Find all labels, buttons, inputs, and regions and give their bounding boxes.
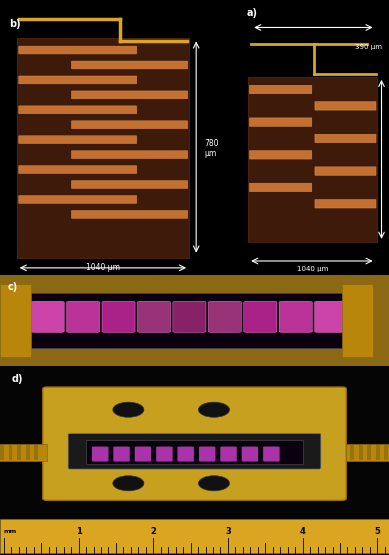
Text: 3: 3 xyxy=(225,527,231,536)
Bar xyxy=(248,77,377,242)
FancyBboxPatch shape xyxy=(19,136,137,144)
Bar xyxy=(350,445,354,460)
FancyBboxPatch shape xyxy=(315,167,376,175)
FancyBboxPatch shape xyxy=(92,447,108,461)
FancyBboxPatch shape xyxy=(249,150,312,159)
Text: 5: 5 xyxy=(374,527,380,536)
Circle shape xyxy=(113,402,144,417)
FancyBboxPatch shape xyxy=(135,447,151,461)
Circle shape xyxy=(198,402,230,417)
Circle shape xyxy=(198,476,230,491)
Text: 390 μm: 390 μm xyxy=(354,44,382,50)
FancyBboxPatch shape xyxy=(173,301,206,332)
FancyBboxPatch shape xyxy=(156,447,172,461)
FancyBboxPatch shape xyxy=(315,134,376,143)
Text: d): d) xyxy=(12,374,23,384)
Bar xyxy=(384,445,388,460)
FancyBboxPatch shape xyxy=(315,102,376,110)
Text: 780
μm: 780 μm xyxy=(205,139,219,158)
FancyBboxPatch shape xyxy=(102,301,135,332)
Bar xyxy=(0,284,31,357)
FancyBboxPatch shape xyxy=(221,447,237,461)
FancyBboxPatch shape xyxy=(249,118,312,127)
FancyBboxPatch shape xyxy=(178,447,194,461)
FancyBboxPatch shape xyxy=(31,301,64,332)
Bar xyxy=(86,440,303,465)
FancyBboxPatch shape xyxy=(114,447,130,461)
FancyBboxPatch shape xyxy=(72,180,188,189)
FancyBboxPatch shape xyxy=(249,85,312,94)
FancyBboxPatch shape xyxy=(315,199,376,208)
Bar xyxy=(367,445,371,460)
Bar xyxy=(17,38,189,258)
Text: b): b) xyxy=(10,19,21,29)
Bar xyxy=(376,445,380,460)
FancyBboxPatch shape xyxy=(72,210,188,218)
Bar xyxy=(26,445,30,460)
Circle shape xyxy=(113,476,144,491)
FancyBboxPatch shape xyxy=(72,61,188,69)
FancyBboxPatch shape xyxy=(199,447,215,461)
Text: mm: mm xyxy=(3,528,16,533)
FancyBboxPatch shape xyxy=(242,447,258,461)
FancyBboxPatch shape xyxy=(72,151,188,159)
Text: 1: 1 xyxy=(75,527,82,536)
Bar xyxy=(342,284,373,357)
FancyBboxPatch shape xyxy=(19,76,137,84)
FancyBboxPatch shape xyxy=(315,301,348,332)
FancyBboxPatch shape xyxy=(244,301,277,332)
FancyBboxPatch shape xyxy=(263,447,279,461)
FancyBboxPatch shape xyxy=(68,433,321,469)
Bar xyxy=(346,443,389,461)
Bar xyxy=(23,293,366,348)
FancyBboxPatch shape xyxy=(67,301,100,332)
FancyBboxPatch shape xyxy=(209,301,242,332)
Text: 1040 μm: 1040 μm xyxy=(86,263,120,272)
Bar xyxy=(9,445,12,460)
FancyBboxPatch shape xyxy=(19,195,137,203)
Bar xyxy=(34,445,38,460)
FancyBboxPatch shape xyxy=(19,46,137,54)
Text: 1040 μm: 1040 μm xyxy=(297,266,328,272)
FancyBboxPatch shape xyxy=(279,301,312,332)
Bar xyxy=(0,443,47,461)
Text: a): a) xyxy=(247,8,258,18)
Text: 2: 2 xyxy=(150,527,156,536)
Text: c): c) xyxy=(8,282,18,292)
Bar xyxy=(0,445,4,460)
FancyBboxPatch shape xyxy=(43,387,346,500)
FancyBboxPatch shape xyxy=(249,183,312,191)
Bar xyxy=(17,445,21,460)
Bar xyxy=(0,519,389,553)
FancyBboxPatch shape xyxy=(19,165,137,174)
FancyBboxPatch shape xyxy=(137,301,170,332)
Bar xyxy=(359,445,363,460)
FancyBboxPatch shape xyxy=(72,91,188,99)
FancyBboxPatch shape xyxy=(72,121,188,129)
FancyBboxPatch shape xyxy=(19,106,137,114)
Text: 4: 4 xyxy=(300,527,306,536)
